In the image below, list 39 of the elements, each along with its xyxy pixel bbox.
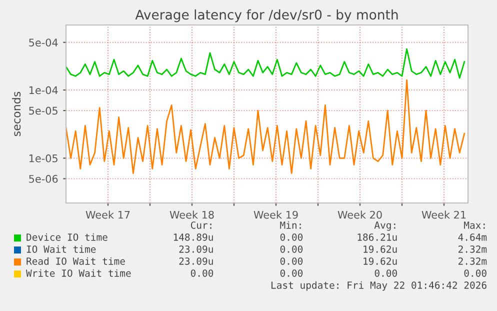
text: Last update: Fri May 22 01:46:42 2026: [272, 281, 486, 291]
text: 23.09u: [179, 245, 213, 253]
text: 0.00: [190, 269, 214, 277]
legend-label: Write IO Wait time: [26, 269, 131, 277]
text: 0.00: [374, 269, 397, 277]
text: Avg:: [374, 222, 396, 231]
text: 19.62u: [364, 245, 397, 253]
y-tick-label: 5e-05: [29, 106, 58, 115]
x-tick-label: Week 18: [170, 210, 214, 219]
text: Cur:: [190, 221, 212, 229]
text: 0.00: [464, 269, 486, 277]
x-tick-label: Week 17: [86, 210, 130, 219]
x-tick-label: Week 21: [422, 210, 466, 219]
x-tick-label: Week 20: [338, 210, 382, 219]
y-tick-label: 1e-05: [29, 154, 58, 162]
text: 0.00: [280, 257, 303, 265]
text: 148.89u: [174, 233, 213, 241]
y-tick-label: 1e-04: [29, 86, 58, 94]
text: 2.32m: [458, 245, 487, 253]
legend-label: Device IO time: [26, 233, 108, 241]
legend-label: IO Wait time: [26, 245, 96, 253]
text: 23.09u: [179, 257, 213, 265]
text: Min:: [280, 221, 301, 229]
y-tick-label: 5e-06: [29, 174, 58, 183]
legend-label: Read IO Wait time: [26, 257, 125, 265]
x-tick-label: Week 19: [254, 210, 298, 219]
line-series: [66, 79, 466, 174]
y-axis-title: seconds: [12, 92, 21, 136]
text: 0.00: [280, 233, 303, 241]
text: 4.64m: [458, 233, 487, 241]
text: 0.00: [280, 245, 303, 253]
text: Max:: [464, 222, 485, 229]
text: 186.21u: [358, 233, 397, 241]
y-tick-label: 5e-04: [29, 38, 58, 47]
text: 2.32m: [458, 257, 487, 265]
text: 19.62u: [364, 257, 397, 265]
line-series: [66, 48, 466, 79]
text: 0.00: [280, 269, 303, 277]
chart-title: Average latency for /dev/sr0 - by month: [135, 9, 398, 22]
